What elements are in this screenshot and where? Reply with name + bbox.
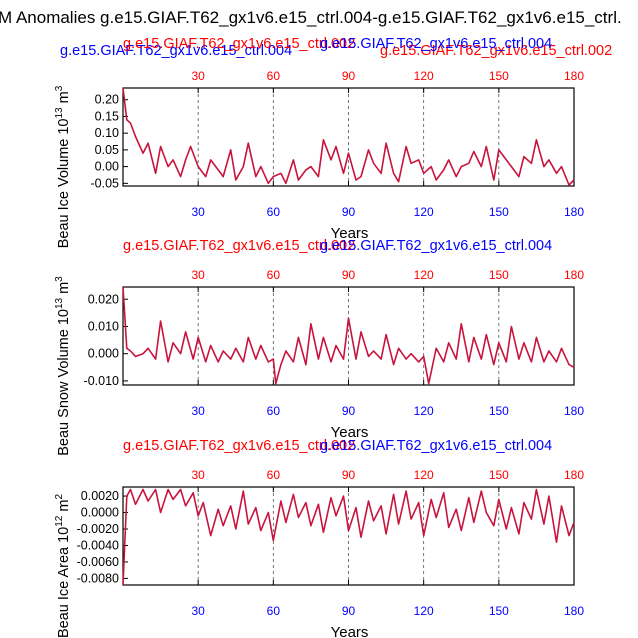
x-tick-label-top: 30 [191,69,205,83]
top-label-red: g.e15.GIAF.T62_gx1v6.e15_ctrl.002 [123,438,355,454]
x-tick-label-top: 90 [342,69,356,83]
x-tick-label-bottom: 120 [414,205,434,219]
top-label-blue: g.e15.GIAF.T62_gx1v6.e15_ctrl.004 [60,43,292,59]
y-tick-label: 0.0020 [81,489,119,503]
panels: 0.20 0.15 0.10 0.05 0.00 -0.05 30 30 60 60 90 90 120… [54,36,612,638]
y-tick-label: -0.0020 [77,522,119,536]
x-tick-label-top: 150 [489,268,509,282]
series-line [122,488,575,586]
x-tick-label-top: 30 [191,468,205,482]
x-tick-label-bottom: 180 [564,404,584,418]
x-axis-title: Years [331,225,369,242]
x-tick-label-bottom: 90 [342,205,356,219]
x-tick-label-bottom: 90 [342,604,356,618]
panel-2: 0.020 0.010 0.000 -0.010 30 30 60 60 90 90 120 120 1… [54,238,584,456]
x-tick-label-top: 30 [191,268,205,282]
y-axis-title: Beau Ice Area 1012 m2 [54,494,72,638]
series-line [122,286,575,385]
y-tick-label: 0.020 [88,292,119,306]
x-tick-label-bottom: 30 [191,205,205,219]
x-tick-label-bottom: 90 [342,404,356,418]
y-tick-label: 0.010 [88,319,119,333]
y-tick-label: 0.0000 [81,506,119,520]
x-tick-label-bottom: 180 [564,604,584,618]
x-tick-label-bottom: 60 [267,604,281,618]
x-axis-title: Years [331,624,369,638]
x-tick-label-top: 90 [342,268,356,282]
y-tick-label: 0.00 [95,160,119,174]
y-tick-label: -0.0080 [77,571,119,585]
x-tick-label-bottom: 180 [564,205,584,219]
series-line [122,87,575,186]
x-tick-label-top: 180 [564,468,584,482]
page-title: M Anomalies g.e15.GIAF.T62_gx1v6.e15_ctr… [0,8,622,27]
top-label-blue-right: g.e15.GIAF.T62_gx1v6.e15_ctrl.004 [320,36,552,52]
x-tick-label-top: 90 [342,468,356,482]
y-tick-label: 0.000 [88,347,119,361]
top-label-blue: g.e15.GIAF.T62_gx1v6.e15_ctrl.004 [320,238,552,254]
x-tick-label-bottom: 30 [191,604,205,618]
x-tick-label-bottom: 120 [414,404,434,418]
x-tick-label-top: 150 [489,69,509,83]
x-tick-label-top: 120 [414,468,434,482]
x-tick-label-bottom: 150 [489,604,509,618]
top-label-red: g.e15.GIAF.T62_gx1v6.e15_ctrl.002 [123,36,355,52]
x-tick-label-top: 120 [414,69,434,83]
top-label-blue: g.e15.GIAF.T62_gx1v6.e15_ctrl.004 [320,438,552,454]
y-tick-label: -0.010 [84,374,119,388]
x-tick-label-top: 120 [414,268,434,282]
y-tick-label: -0.0060 [77,555,119,569]
y-axis-title: Beau Ice Volume 1013 m3 [54,85,72,248]
x-tick-label-top: 60 [267,468,281,482]
x-tick-label-top: 150 [489,468,509,482]
panel-1: 0.20 0.15 0.10 0.05 0.00 -0.05 30 30 60 60 90 90 120… [54,36,612,248]
x-axis-title: Years [331,424,369,441]
x-tick-label-bottom: 30 [191,404,205,418]
x-tick-label-top: 180 [564,69,584,83]
panel-3: 0.0020 0.0000 -0.0020 -0.0040 -0.0060 -0.0080… [54,438,584,638]
y-tick-label: 0.20 [95,93,119,107]
x-tick-label-bottom: 150 [489,205,509,219]
x-tick-label-bottom: 60 [267,205,281,219]
top-label-red: g.e15.GIAF.T62_gx1v6.e15_ctrl.002 [123,238,355,254]
y-tick-label: -0.0040 [77,538,119,552]
x-tick-label-bottom: 60 [267,404,281,418]
y-tick-label: 0.10 [95,126,119,140]
y-axis-title: Beau Snow Volume 1013 m3 [54,276,72,456]
x-tick-label-bottom: 120 [414,604,434,618]
x-tick-label-bottom: 150 [489,404,509,418]
y-tick-label: 0.15 [95,109,119,123]
top-label-red-right: g.e15.GIAF.T62_gx1v6.e15_ctrl.002 [380,43,612,59]
x-tick-label-top: 60 [267,69,281,83]
x-tick-label-top: 60 [267,268,281,282]
x-tick-label-top: 180 [564,268,584,282]
y-tick-label: -0.05 [91,176,120,190]
y-tick-label: 0.05 [95,143,119,157]
